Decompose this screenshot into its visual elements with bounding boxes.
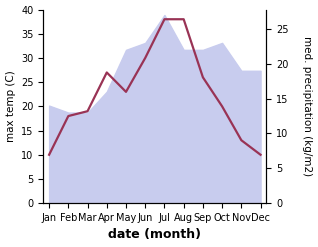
Y-axis label: med. precipitation (kg/m2): med. precipitation (kg/m2) [302, 36, 313, 176]
X-axis label: date (month): date (month) [108, 228, 201, 242]
Y-axis label: max temp (C): max temp (C) [5, 70, 16, 142]
